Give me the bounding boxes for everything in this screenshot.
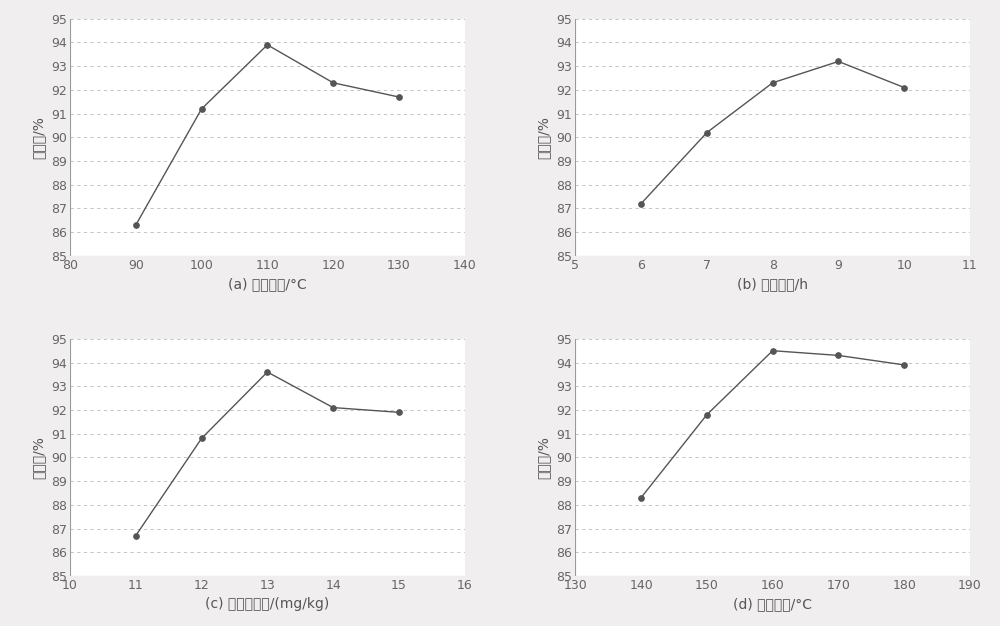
Y-axis label: 转化率/%: 转化率/%: [32, 116, 46, 159]
Y-axis label: 转化率/%: 转化率/%: [537, 436, 551, 479]
Y-axis label: 转化率/%: 转化率/%: [537, 116, 551, 159]
X-axis label: (b) 反应时间/h: (b) 反应时间/h: [737, 277, 808, 291]
X-axis label: (d) 反应温度/°C: (d) 反应温度/°C: [733, 597, 812, 611]
X-axis label: (a) 反应温度/°C: (a) 反应温度/°C: [228, 277, 307, 291]
X-axis label: (c) 催化剂浓度/(mg/kg): (c) 催化剂浓度/(mg/kg): [205, 597, 329, 611]
Y-axis label: 转化率/%: 转化率/%: [32, 436, 46, 479]
